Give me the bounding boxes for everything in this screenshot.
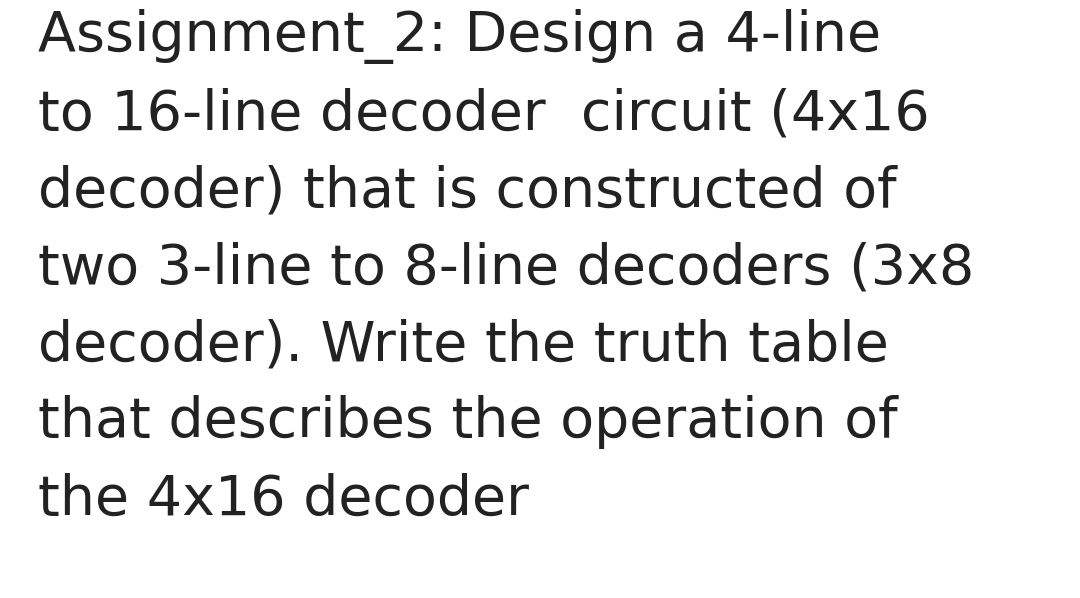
Text: Assignment_2: Design a 4-line
to 16-line decoder  circuit (4x16
decoder) that is: Assignment_2: Design a 4-line to 16-line…	[38, 9, 974, 527]
